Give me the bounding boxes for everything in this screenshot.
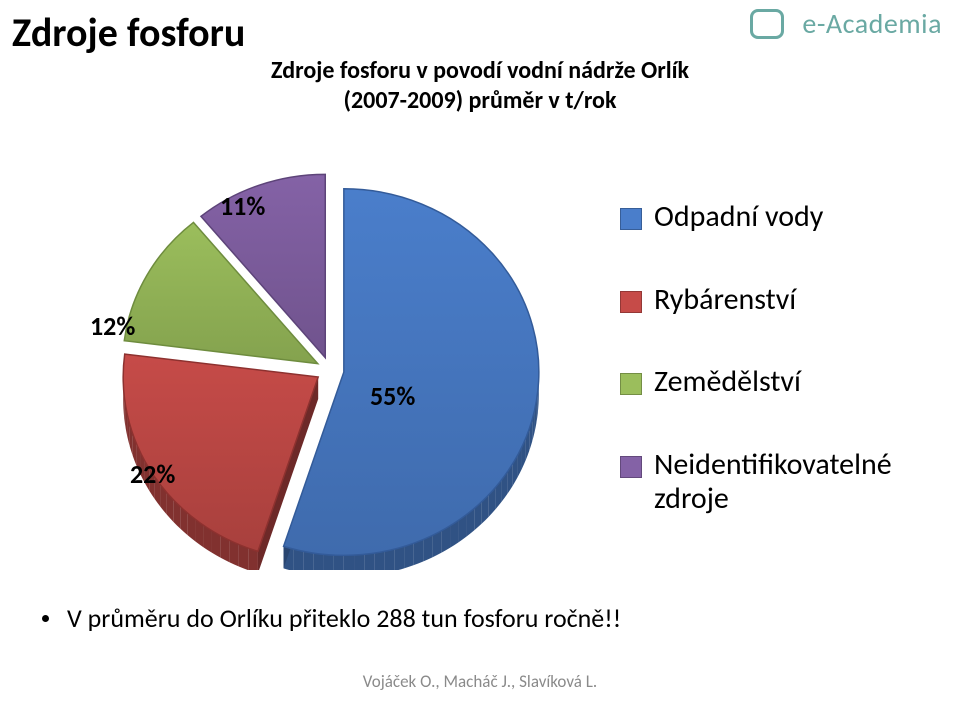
pie-slice-side: [364, 553, 374, 570]
logo-box-icon: [750, 9, 784, 39]
pie-slice-side: [394, 546, 404, 570]
pie-slice-side: [404, 543, 414, 568]
pie-slice-side: [354, 554, 364, 570]
legend-label: Rybárenství: [654, 283, 796, 318]
logo: e-Academia: [750, 6, 942, 41]
pie-slice-label: 22%: [130, 458, 175, 490]
legend-label: Odpadní vody: [654, 200, 823, 235]
legend-label: Zemědělství: [654, 365, 801, 400]
chart-title-line1: Zdroje fosforu v povodí vodní nádrže Orl…: [271, 56, 689, 85]
pie-slice-side: [344, 555, 354, 570]
pie-slice: [123, 354, 318, 551]
legend-item: Rybárenství: [620, 283, 950, 318]
logo-text: e-Academia: [802, 6, 942, 41]
pie-slice-label: 55%: [370, 380, 415, 412]
pie-slice-side: [303, 551, 313, 570]
legend-item: Odpadní vody: [620, 200, 950, 235]
legend-swatch-icon: [620, 456, 642, 478]
bullet-row: V průměru do Orlíku přiteklo 288 tun fos…: [42, 602, 621, 634]
bullet-text: V průměru do Orlíku přiteklo 288 tun fos…: [67, 602, 621, 634]
slide-title: Zdroje fosforu: [12, 8, 245, 57]
pie-chart: 55% 22% 12% 11%: [30, 140, 590, 570]
legend-swatch-icon: [620, 208, 642, 230]
pie-slice-side: [334, 555, 344, 570]
pie-slice-side: [313, 553, 323, 570]
legend: Odpadní vody Rybárenství Zemědělství Neiden…: [620, 200, 950, 517]
pie-slice-side: [384, 549, 394, 570]
bullet-dot-icon: [42, 615, 49, 622]
legend-label: Neidentifikovatelné zdroje: [654, 448, 950, 517]
legend-item: Zemědělství: [620, 365, 950, 400]
legend-item: Neidentifikovatelné zdroje: [620, 448, 950, 517]
chart-title: Zdroje fosforu v povodí vodní nádrže Orl…: [0, 56, 960, 116]
pie-slice-label: 11%: [220, 190, 265, 222]
pie-slice-label: 12%: [90, 310, 135, 342]
pie-slice-side: [374, 551, 384, 570]
footer-credits: Vojáček O., Macháč J., Slavíková L.: [0, 671, 960, 692]
legend-swatch-icon: [620, 373, 642, 395]
pie-slice-side: [323, 554, 333, 570]
chart-title-line2: (2007-2009) průměr v t/rok: [344, 86, 617, 115]
pie-svg: [30, 140, 590, 570]
pie-slice-side: [293, 549, 303, 570]
legend-swatch-icon: [620, 291, 642, 313]
